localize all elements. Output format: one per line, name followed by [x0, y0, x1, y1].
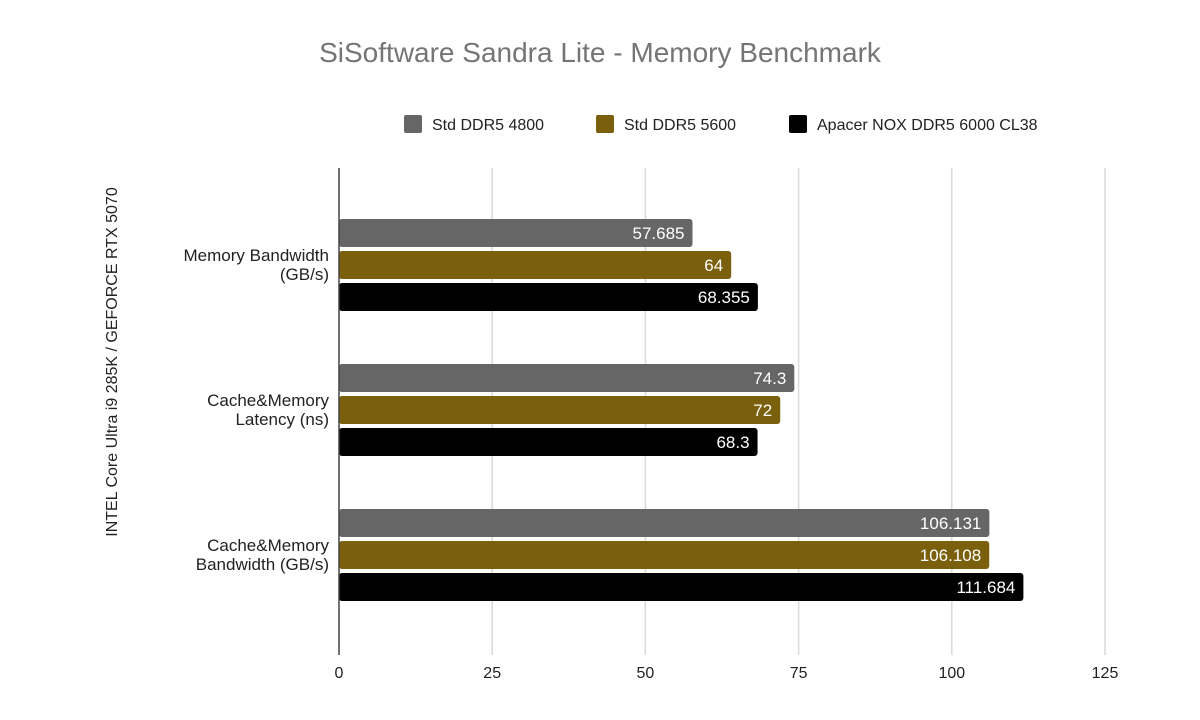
bar — [339, 219, 693, 247]
bar — [339, 283, 758, 311]
data-label: 111.684 — [956, 578, 1015, 597]
x-tick-labels: 0 25 50 75 100 125 — [335, 665, 1119, 682]
bar — [339, 541, 990, 569]
bar — [339, 428, 758, 456]
data-label: 64 — [704, 256, 723, 275]
chart-title: SiSoftware Sandra Lite - Memory Benchmar… — [319, 37, 882, 68]
category-label: Cache&Memory — [207, 391, 329, 410]
x-tick-label: 125 — [1092, 665, 1119, 682]
legend-label: Apacer NOX DDR5 6000 CL38 — [817, 117, 1038, 134]
data-labels: 57.685 74.3 106.131 64 72 106.108 68.355 68.3 11… — [632, 224, 1015, 597]
y-axis-label: INTEL Core Ultra i9 285K / GEFORCE RTX 5… — [104, 187, 121, 537]
category-label: (GB/s) — [280, 265, 329, 284]
x-tick-label: 75 — [790, 665, 808, 682]
legend-swatch — [789, 115, 807, 133]
category-label: Memory Bandwidth — [183, 246, 329, 265]
category-labels: Memory Bandwidth(GB/s)Cache&MemoryLatenc… — [183, 246, 329, 574]
data-label: 72 — [753, 401, 772, 420]
category-label: Latency (ns) — [235, 410, 329, 429]
x-tick-label: 25 — [483, 665, 501, 682]
legend-swatch — [404, 115, 422, 133]
x-tick-label: 50 — [637, 665, 655, 682]
bar — [339, 364, 795, 392]
legend-label: Std DDR5 5600 — [624, 117, 736, 134]
data-label: 106.108 — [920, 546, 981, 565]
legend-swatch — [596, 115, 614, 133]
x-tick-label: 0 — [335, 665, 344, 682]
legend-label: Std DDR5 4800 — [432, 117, 544, 134]
bar — [339, 509, 990, 537]
data-label: 68.3 — [716, 433, 749, 452]
bars — [339, 219, 1024, 601]
x-tick-label: 100 — [938, 665, 965, 682]
category-label: Bandwidth (GB/s) — [196, 555, 329, 574]
data-label: 74.3 — [753, 369, 786, 388]
data-label: 57.685 — [632, 224, 684, 243]
data-label: 68.355 — [698, 288, 750, 307]
category-label: Cache&Memory — [207, 536, 329, 555]
bar — [339, 251, 732, 279]
data-label: 106.131 — [920, 514, 981, 533]
bar — [339, 573, 1024, 601]
legend: Std DDR5 4800 Std DDR5 5600 Apacer NOX DDR… — [404, 115, 1038, 134]
bar — [339, 396, 781, 424]
